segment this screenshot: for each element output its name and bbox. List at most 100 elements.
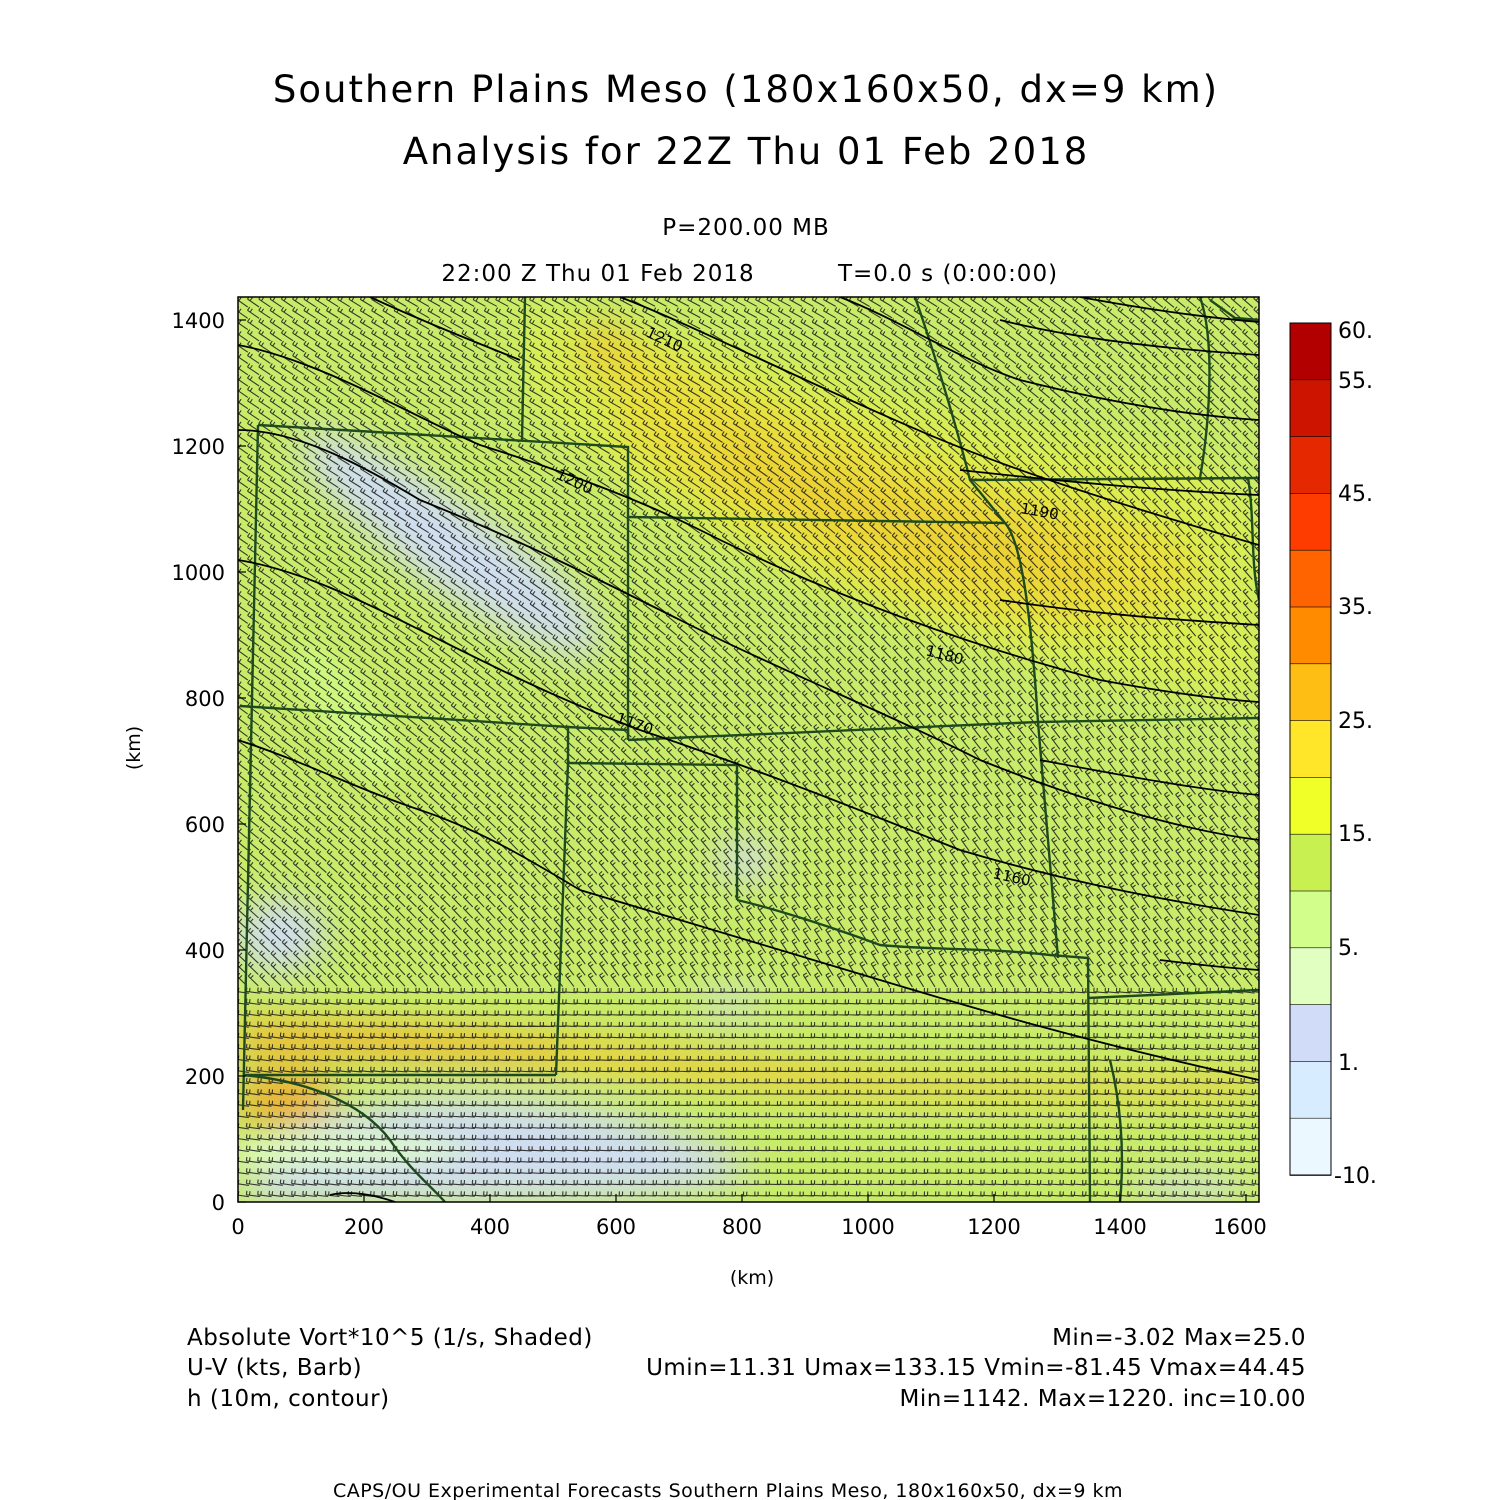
contour-line (238, 739, 1259, 1081)
state-borders (239, 297, 1259, 1202)
y-tick-label: 600 (185, 813, 225, 837)
high-vort-band-south (238, 1020, 1259, 1099)
border-line (1087, 988, 1259, 1000)
border-line (736, 898, 1089, 960)
border-line (257, 423, 630, 740)
colorbar-label: 35. (1338, 595, 1373, 620)
colorbar-label: 1. (1338, 1051, 1359, 1076)
contour-line (1159, 959, 1259, 971)
y-tick-label: 200 (185, 1065, 225, 1089)
legend-shaded-range: Min=-3.02 Max=25.0 (1052, 1325, 1306, 1351)
colorbar-box (1289, 493, 1332, 551)
colorbar-box (1289, 1061, 1332, 1120)
y-axis-label: (km) (123, 726, 145, 770)
contour-line (238, 559, 1259, 916)
border-line (1209, 299, 1259, 322)
colorbar: 60. 55. 45. 35. 25. 15. 5. 1. -10. (1289, 319, 1377, 1189)
plot-frame (237, 296, 1260, 1203)
contour-line (238, 429, 1259, 841)
contour-line (329, 1192, 396, 1202)
border-line (242, 1073, 446, 1202)
y-tick-label: 0 (212, 1191, 225, 1215)
colorbar-label: 15. (1338, 822, 1373, 847)
contour-line (369, 297, 521, 361)
title-line-1: Southern Plains Meso (180x160x50, dx=9 k… (273, 68, 1219, 111)
border-line (554, 762, 570, 1076)
y-axis: 0 200 400 600 800 1000 1200 1400 (km) (123, 309, 246, 1215)
colorbar-frame (1289, 322, 1332, 1176)
colorbar-box (1289, 720, 1332, 779)
plot-area: 1210 1200 1190 1180 1170 1160 (238, 297, 1259, 1202)
x-tick-label: 1600 (1213, 1215, 1266, 1239)
vort-spot-southwest (238, 1070, 335, 1130)
legend-barb-field: U-V (kts, Barb) (187, 1355, 362, 1381)
legend-barb-range: Umin=11.31 Umax=133.15 Vmin=-81.45 Vmax=… (646, 1355, 1306, 1381)
contour-line (238, 344, 1259, 703)
x-tick-label: 800 (722, 1215, 762, 1239)
colorbar-label: 60. (1338, 319, 1373, 344)
elapsed-time: T=0.0 s (0:00:00) (837, 261, 1058, 287)
colorbar-label: -10. (1334, 1164, 1377, 1189)
colorbar-box (1289, 947, 1332, 1006)
border-line (627, 515, 1006, 525)
colorbar-label: 25. (1338, 709, 1373, 734)
footer-credit: CAPS/OU Experimental Forecasts Southern … (333, 1480, 1123, 1500)
colorbar-boxes (1289, 322, 1332, 1176)
low-vort-south-small (692, 993, 768, 1013)
lighter-green-west (296, 640, 400, 782)
border-line (1004, 522, 1040, 723)
colorbar-box (1289, 1117, 1332, 1176)
low-vort-west (300, 430, 600, 660)
contour-line (959, 469, 1259, 496)
y-tick-label: 1400 (172, 309, 225, 333)
border-line (520, 297, 527, 441)
x-tick-label: 400 (470, 1215, 510, 1239)
y-tick-label: 1200 (172, 435, 225, 459)
border-line (1198, 297, 1211, 479)
pressure-level: P=200.00 MB (662, 215, 830, 241)
colorbar-box (1289, 1004, 1332, 1063)
barb-grid (238, 297, 1259, 1198)
title-line-2: Analysis for 22Z Thu 01 Feb 2018 (403, 130, 1090, 173)
colorbar-label: 5. (1338, 936, 1359, 961)
border-line (913, 297, 1006, 524)
border-line (1108, 1059, 1124, 1202)
legend-shaded-field: Absolute Vort*10^5 (1/s, Shaded) (187, 1325, 593, 1351)
border-line (969, 476, 1259, 482)
x-tick-label: 1200 (967, 1215, 1020, 1239)
x-axis-label: (km) (730, 1267, 774, 1289)
x-axis: 0 200 400 600 800 1000 1200 1400 1600 (k… (231, 1194, 1267, 1289)
legend-contour-range: Min=1142. Max=1220. inc=10.00 (900, 1386, 1306, 1412)
border-line (1036, 721, 1060, 959)
colorbar-box (1289, 379, 1332, 438)
colorbar-box (1289, 663, 1332, 722)
colorbar-box (1289, 322, 1332, 381)
contour-line (839, 297, 1259, 421)
colorbar-box (1289, 606, 1332, 665)
border-line (241, 424, 260, 1111)
contour-line (619, 297, 1259, 546)
border-line (567, 725, 630, 740)
colorbar-box (1289, 777, 1332, 836)
colorbar-label: 45. (1338, 482, 1373, 507)
colorbar-box (1289, 549, 1332, 608)
colorbar-box (1289, 890, 1332, 949)
border-line (1246, 477, 1259, 601)
legend-contour-field: h (10m, contour) (187, 1386, 390, 1412)
contour-line (1039, 759, 1259, 796)
colorbar-box (1289, 833, 1332, 892)
y-tick-label: 400 (185, 939, 225, 963)
colorbar-label: 55. (1338, 369, 1373, 394)
x-tick-label: 1000 (841, 1215, 894, 1239)
y-tick-label: 1000 (172, 561, 225, 585)
wind-barbs (238, 297, 1259, 1198)
contour-line (999, 599, 1259, 626)
border-line (567, 761, 739, 900)
contour-line (1079, 297, 1259, 323)
vorticity-shading (238, 310, 1259, 1202)
valid-time: 22:00 Z Thu 01 Feb 2018 (441, 261, 754, 287)
x-tick-label: 0 (231, 1215, 244, 1239)
legend: Absolute Vort*10^5 (1/s, Shaded) Min=-3.… (187, 1325, 1306, 1412)
x-tick-label: 600 (596, 1215, 636, 1239)
